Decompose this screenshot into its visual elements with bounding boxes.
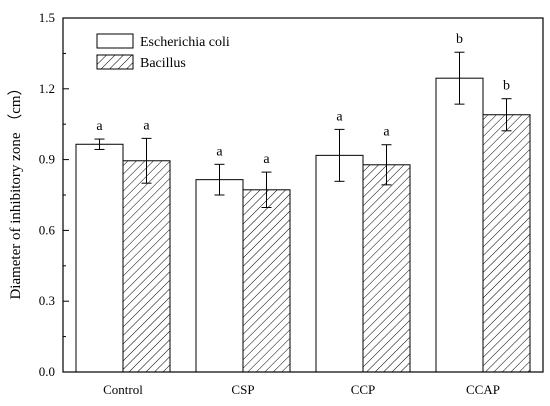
axes: Control CSP CCP CCAP 0.0 0.3 0.6 0.9 1.2 1.5 xyxy=(39,10,544,397)
bar-csp-bacillus xyxy=(242,189,291,373)
y-tick-label: 1.2 xyxy=(39,81,55,96)
significance-letter: a xyxy=(216,144,223,159)
y-tick-label: 0.6 xyxy=(39,222,56,237)
significance-letter: a xyxy=(383,125,390,140)
significance-letter: a xyxy=(143,118,150,133)
significance-letter: a xyxy=(263,152,270,167)
y-tick-label: 0.3 xyxy=(39,293,55,308)
y-tick-label: 0.0 xyxy=(39,364,55,379)
bar-csp-ecoli xyxy=(195,179,244,373)
y-tick-label: 0.9 xyxy=(39,152,55,167)
legend: Escherichia coli Bacillus xyxy=(96,33,230,71)
x-tick-label: CCP xyxy=(351,382,376,397)
bar-ccp-ecoli xyxy=(315,154,364,373)
bar-ccap-bacillus xyxy=(482,114,531,373)
x-tick-label: CSP xyxy=(231,382,254,397)
y-tick-label: 1.5 xyxy=(39,10,55,25)
significance-letter: b xyxy=(503,79,510,94)
y-axis-label: Diameter of inhibitory zone （cm） xyxy=(7,80,24,299)
legend-label-bacillus: Bacillus xyxy=(140,56,186,71)
plot-area: a a a a a a b b xyxy=(75,32,531,373)
legend-swatch-bacillus xyxy=(96,54,134,70)
bar-ccap-ecoli xyxy=(435,77,484,373)
bar-control-bacillus xyxy=(122,160,171,373)
significance-letter: a xyxy=(96,119,103,134)
significance-letter: b xyxy=(456,32,463,47)
x-tick-label: Control xyxy=(103,382,143,397)
legend-swatch-ecoli xyxy=(96,33,134,49)
bar-ccp-bacillus xyxy=(362,164,411,373)
significance-letter: a xyxy=(336,109,343,124)
legend-label-ecoli: Escherichia coli xyxy=(140,35,230,50)
x-tick-label: CCAP xyxy=(466,382,500,397)
bar-control-ecoli xyxy=(75,143,124,373)
